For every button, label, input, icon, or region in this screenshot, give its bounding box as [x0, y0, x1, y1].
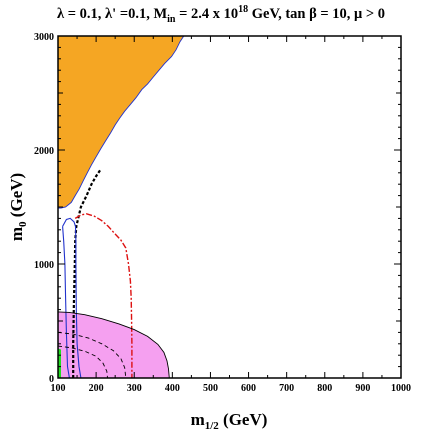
pink-boundary-dashed-inner — [57, 331, 127, 379]
y-tick-label: 0 — [49, 374, 54, 385]
pink-region — [58, 311, 170, 378]
y-axis-title-sub: 0 — [17, 221, 29, 227]
x-tick-label: 1000 — [391, 383, 411, 394]
x-axis-title-sub: 1/2 — [205, 420, 220, 432]
x-axis-title: m1/2 (GeV) — [191, 410, 268, 432]
orange-edge-blue — [58, 35, 185, 209]
x-tick-label: 100 — [51, 383, 66, 394]
x-tick-label: 200 — [89, 383, 104, 394]
x-axis-title-unit: (GeV) — [219, 410, 268, 429]
pink-boundary-solid — [57, 311, 170, 379]
blue-contour-left — [62, 226, 70, 379]
x-tick-label: 300 — [127, 383, 142, 394]
x-tick-label: 700 — [279, 383, 294, 394]
y-axis-title-unit: (GeV) — [7, 173, 26, 222]
orange-region — [58, 36, 184, 209]
x-axis-title-main: m — [191, 410, 205, 429]
plot-area — [57, 35, 185, 379]
y-axis-title: m0 (GeV) — [7, 173, 29, 241]
chart-title-end: GeV, tan β = 10, μ > 0 — [248, 6, 385, 22]
black-dotted-contour — [72, 168, 102, 378]
red-dashdot-contour — [74, 213, 133, 378]
blue-contour-arc — [62, 217, 77, 227]
x-tick-label: 500 — [203, 383, 218, 394]
y-axis-title-main: m — [7, 227, 26, 241]
y-tick-label: 2000 — [34, 146, 54, 157]
axis-ticks: 100 200 300 400 500 600 700 800 900 1000 0 1000 2000… — [34, 32, 411, 394]
chart-title-mid: = 2.4 x 10 — [175, 6, 238, 22]
chart-title-main-sub: in — [167, 14, 176, 25]
x-tick-label: 400 — [165, 383, 180, 394]
chart-title-mid-sup: 18 — [238, 4, 248, 15]
plot-frame — [57, 35, 402, 379]
y-tick-label: 3000 — [34, 32, 54, 43]
blue-contour-right — [74, 226, 82, 379]
y-tick-label: 1000 — [34, 260, 54, 271]
x-tick-label: 600 — [241, 383, 256, 394]
x-tick-label: 800 — [317, 383, 332, 394]
chart-title: λ = 0.1, λ' =0.1, Min = 2.4 x 1018 GeV, … — [57, 4, 385, 25]
pink-boundary-dashed-inner2 — [57, 345, 108, 379]
x-tick-label: 900 — [355, 383, 370, 394]
chart-title-main: λ = 0.1, λ' =0.1, M — [57, 6, 167, 22]
